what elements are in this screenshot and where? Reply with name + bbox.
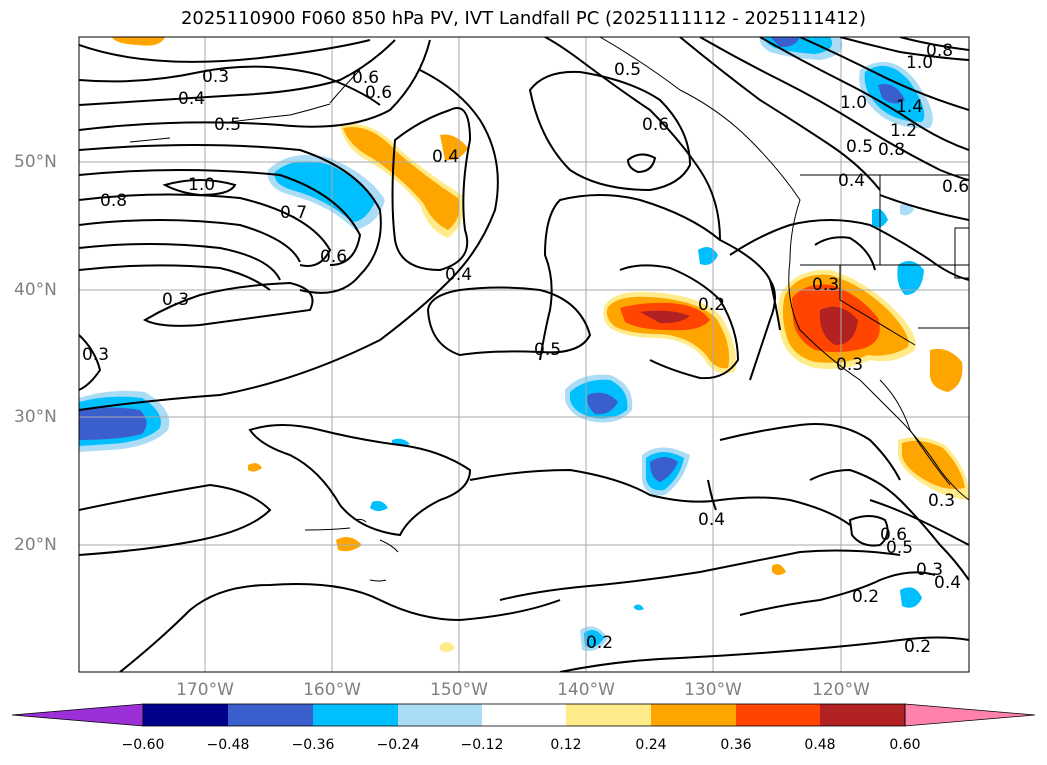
contour-label: 0.6: [365, 83, 392, 103]
colorbar-tick-label: 0.24: [635, 737, 667, 753]
contour-label: 0.2: [852, 587, 879, 607]
colorbar-tick-label: 0.36: [720, 737, 752, 753]
contour-lines: [79, 37, 969, 672]
lon-label: 140°W: [557, 680, 615, 700]
lat-label: 40°N: [14, 280, 57, 300]
contour-label: 1.0: [906, 53, 933, 73]
lon-label: 150°W: [430, 680, 488, 700]
colorbar-bin: [820, 704, 905, 726]
map-title: 2025110900 F060 850 hPa PV, IVT Landfall…: [180, 8, 867, 29]
colorbar-tick-label: 0.48: [804, 737, 836, 753]
contour-label: 0.7: [280, 203, 307, 223]
contour-label: 0.4: [432, 147, 459, 167]
colorbar-bin: [736, 704, 820, 726]
pv-shading: [79, 37, 969, 653]
colorbar-tick-label: 0.60: [889, 737, 921, 753]
contour-label: 0.2: [586, 633, 613, 653]
map-frame: [78, 36, 970, 673]
colorbar-bin: [651, 704, 736, 726]
lon-label: 170°W: [176, 680, 234, 700]
lat-label: 30°N: [14, 407, 57, 427]
contour-label: 0.3: [202, 67, 229, 87]
contour-label: 0.4: [838, 171, 865, 191]
colorbar-tick-label: −0.12: [460, 737, 504, 753]
gridlines: [79, 37, 969, 672]
colorbar: [11, 703, 1036, 727]
contour-label: 0.3: [82, 345, 109, 365]
contour-label: 0.3: [162, 290, 189, 310]
contour-label: 0.6: [942, 177, 969, 197]
contour-label: 0.3: [836, 355, 863, 375]
colorbar-tick-label: −0.48: [206, 737, 250, 753]
contour-labels: 0.3 0.4 0.5 1.0 0.8 0.7 0.6 0.3 0.6 0.4 …: [82, 41, 969, 657]
lon-label: 120°W: [812, 680, 870, 700]
colorbar-extend-max: [904, 703, 1036, 727]
contour-label: 0.6: [352, 68, 379, 88]
colorbar-bin: [313, 704, 398, 726]
colorbar-bin: [228, 704, 313, 726]
contour-label: 0.4: [178, 89, 205, 109]
contour-label: 1.4: [896, 97, 923, 117]
colorbar-extend-min: [11, 703, 144, 727]
lon-label: 130°W: [684, 680, 742, 700]
contour-label: 0.4: [934, 573, 961, 593]
contour-label: 0.6: [320, 247, 347, 267]
colorbar-bin: [482, 704, 566, 726]
colorbar-bin: [566, 704, 651, 726]
colorbar-tick-label: −0.36: [291, 737, 335, 753]
contour-label: 0.6: [880, 525, 907, 545]
map-body: 0.3 0.4 0.5 1.0 0.8 0.7 0.6 0.3 0.6 0.4 …: [79, 37, 969, 672]
contour-label: 1.0: [840, 93, 867, 113]
colorbar-bin: [143, 704, 228, 726]
contour-label: 0.4: [445, 265, 472, 285]
contour-label: 0.5: [534, 340, 561, 360]
contour-label: 0.3: [928, 491, 955, 511]
colorbar-tick-label: −0.60: [121, 737, 165, 753]
colorbar-tick-label: −0.24: [376, 737, 420, 753]
colorbar-bin: [398, 704, 482, 726]
contour-label: 1.2: [890, 121, 917, 141]
contour-label: 0.8: [100, 191, 127, 211]
lon-label: 160°W: [303, 680, 361, 700]
lat-label: 20°N: [14, 535, 57, 555]
contour-label: 0.3: [812, 275, 839, 295]
contour-label: 1.0: [188, 175, 215, 195]
contour-label: 0.6: [642, 115, 669, 135]
contour-label: 0.2: [904, 637, 931, 657]
colorbar-tick-label: 0.12: [550, 737, 582, 753]
contour-label: 0.8: [878, 140, 905, 160]
lat-label: 50°N: [14, 152, 57, 172]
contour-label: 0.8: [926, 41, 953, 61]
contour-label: 0.4: [698, 510, 725, 530]
contour-label: 0.5: [614, 60, 641, 80]
contour-label: 0.3: [916, 560, 943, 580]
contour-label: 0.5: [846, 137, 873, 157]
contour-label: 0.5: [214, 115, 241, 135]
contour-label: 0.5: [886, 538, 913, 558]
contour-label: 0.2: [698, 295, 725, 315]
